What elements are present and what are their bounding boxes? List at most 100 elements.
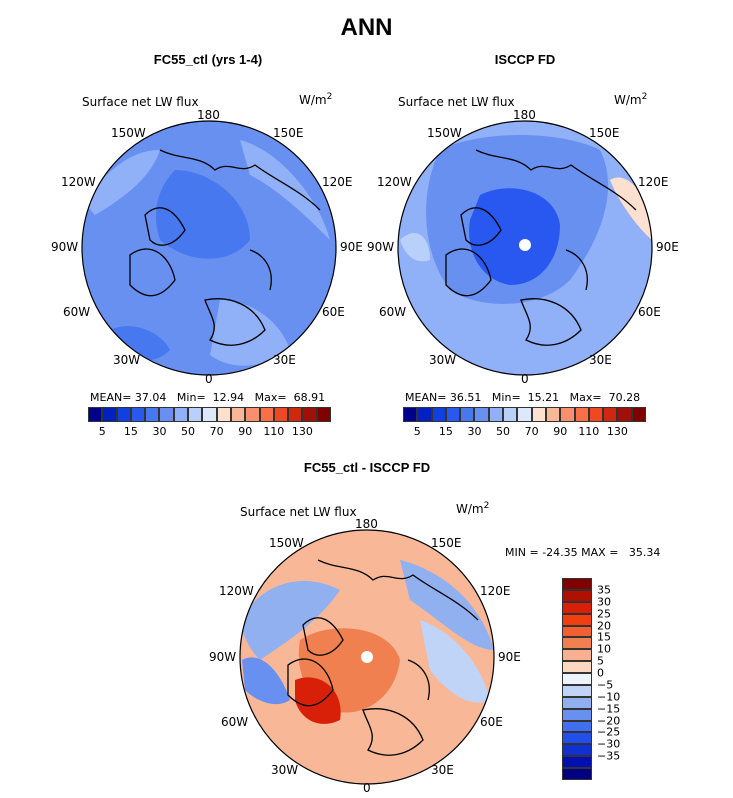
panel-2-colorbar-swatch <box>574 407 589 422</box>
panel-3-colorbar-label: 25 <box>597 607 611 621</box>
panel-3-colorbar-swatch <box>562 625 592 638</box>
panel-2-coastline <box>475 149 637 211</box>
panel-1-colorbar-swatch <box>130 407 146 422</box>
panel-1-colorbar-swatch <box>245 407 260 422</box>
panel-3-colorbar-label: −30 <box>597 737 621 751</box>
panel-3-lon-0: 0 <box>363 781 371 795</box>
panel-1-lon-90e: 90E <box>340 240 363 254</box>
panel-2-region-light <box>400 232 430 262</box>
panel-1-lon-0: 0 <box>205 372 213 386</box>
panel-2-coastline <box>445 248 492 297</box>
panel-3-colorbar-swatch <box>562 649 592 662</box>
panel-3-colorbar-swatch <box>562 589 592 602</box>
panel-1-colorbar-labels: 5 15 30 50 70 90 110 130 <box>88 425 331 441</box>
panel-3-colorbar-label: 20 <box>597 619 611 633</box>
panel-2-map-border <box>397 120 653 376</box>
panel-1-colorbar-swatch <box>116 407 131 422</box>
panel-1-lon-120w: 120W <box>61 175 96 189</box>
panel-2-colorbar-swatch <box>603 407 618 422</box>
panel-1-colorbar-label: 130 <box>291 425 313 438</box>
panel-3-lon-150w: 150W <box>269 536 304 550</box>
panel-2-lon-180: 180 <box>513 108 536 122</box>
panel-3-coastline <box>302 617 344 656</box>
panel-1-colorbar-swatch <box>102 407 117 422</box>
panel-1-colorbar-label: 70 <box>209 425 224 438</box>
panel-1-lon-30e: 30E <box>273 353 296 367</box>
panel-2-colorbar-label: 5 <box>413 425 421 438</box>
panel-3-colorbar-label: −25 <box>597 725 621 739</box>
panel-2-region-dark <box>469 188 560 285</box>
panel-3-lon-60e: 60E <box>480 715 503 729</box>
panel-3-colorbar-labels: 35 30 25 20 15 10 5 0 −5 −10 −15 −20 −25 −30 −35 <box>597 578 637 780</box>
panel-2-region-warm <box>610 177 652 240</box>
panel-1-colorbar-swatch <box>259 407 274 422</box>
panel-1-colorbar-label: 50 <box>181 425 196 438</box>
panel-2-colorbar-label: 90 <box>553 425 568 438</box>
panel-2-colorbar-swatch <box>631 407 646 422</box>
panel-2-colorbar-label: 110 <box>578 425 600 438</box>
panel-3-colorbar-label: 5 <box>597 654 604 668</box>
panel-2-lon-60w: 60W <box>379 305 407 319</box>
panel-3-pole-hole <box>361 651 373 663</box>
panel-3-colorbar-swatch <box>562 673 592 685</box>
panel-2-lon-120w: 120W <box>377 175 412 189</box>
panel-1-lon-120e: 120E <box>322 175 353 189</box>
panel-1-units: W/m2 <box>299 92 333 107</box>
panel-3-coastline <box>287 658 334 707</box>
panel-3-coastline <box>407 659 430 701</box>
panel-3-colorbar-label: 35 <box>597 583 611 597</box>
panel-2-lon-150w: 150W <box>427 126 462 140</box>
panel-1-colorbar-swatch <box>273 407 289 422</box>
panel-2-title: ISCCP FD <box>494 52 556 67</box>
panel-2-colorbar <box>403 407 646 422</box>
panel-2-colorbar-swatch <box>488 407 504 422</box>
panel-3-field-label: Surface net LW flux <box>240 505 357 519</box>
panel-3-colorbar-label: −20 <box>597 714 621 728</box>
panel-3-lon-90e: 90E <box>498 650 521 664</box>
panel-2-lon-150e: 150E <box>589 126 620 140</box>
panel-2-colorbar-swatch <box>474 407 489 422</box>
panel-1-region-light <box>210 300 290 366</box>
panel-2-colorbar-labels: 5 15 30 50 70 90 110 130 <box>403 425 646 441</box>
panel-3-title: FC55_ctl - ISCCP FD <box>303 460 431 475</box>
panel-1-lon-60e: 60E <box>322 305 345 319</box>
panel-2-pole-hole <box>519 239 531 251</box>
panel-2-field-label: Surface net LW flux <box>398 95 515 109</box>
panel-1-region-light <box>240 140 330 240</box>
panel-3-colorbar-swatch <box>562 684 592 697</box>
panel-2-coastline <box>565 249 588 291</box>
panel-3-colorbar-label: 10 <box>597 642 611 656</box>
panel-1-colorbar-label: 15 <box>123 425 138 438</box>
panel-3-colorbar-label: 30 <box>597 595 611 609</box>
panel-2-lon-90w: 90W <box>367 240 395 254</box>
panel-1-coastline <box>129 248 176 297</box>
panel-3-colorbar-swatch <box>562 637 592 650</box>
panel-3-lon-120e: 120E <box>480 584 511 598</box>
panel-3-colorbar-swatch <box>562 613 592 626</box>
panel-1-colorbar <box>88 407 331 422</box>
panel-2-colorbar-swatch <box>588 407 604 422</box>
panel-3-colorbar-swatch <box>562 756 592 769</box>
panel-1-field-label: Surface net LW flux <box>82 95 199 109</box>
panel-3-colorbar-label: −35 <box>597 749 621 763</box>
panel-2-colorbar-swatch <box>560 407 575 422</box>
panel-3-lon-180: 180 <box>355 517 378 531</box>
panel-3-lon-30w: 30W <box>271 763 299 777</box>
panel-1-colorbar-swatch <box>188 407 203 422</box>
panel-2-lon-30w: 30W <box>429 353 457 367</box>
panel-2-colorbar-swatch <box>503 407 518 422</box>
panel-2-coastline <box>520 298 582 346</box>
panel-3-colorbar-label: −10 <box>597 690 621 704</box>
panel-3-colorbar-swatch <box>562 768 592 780</box>
panel-1-coastline <box>204 298 266 346</box>
panel-2-colorbar-swatch <box>545 407 561 422</box>
panel-3-colorbar-swatch <box>562 708 592 721</box>
panel-3-region-cool <box>240 581 340 660</box>
panel-2-colorbar-label: 15 <box>438 425 453 438</box>
panel-1-colorbar-label: 5 <box>98 425 106 438</box>
panel-2-colorbar-swatch <box>460 407 475 422</box>
panel-1-lon-60w: 60W <box>63 305 91 319</box>
panel-3-lon-30e: 30E <box>431 763 454 777</box>
panel-2-colorbar-swatch <box>403 407 418 422</box>
panel-3-colorbar-swatch <box>562 744 592 757</box>
